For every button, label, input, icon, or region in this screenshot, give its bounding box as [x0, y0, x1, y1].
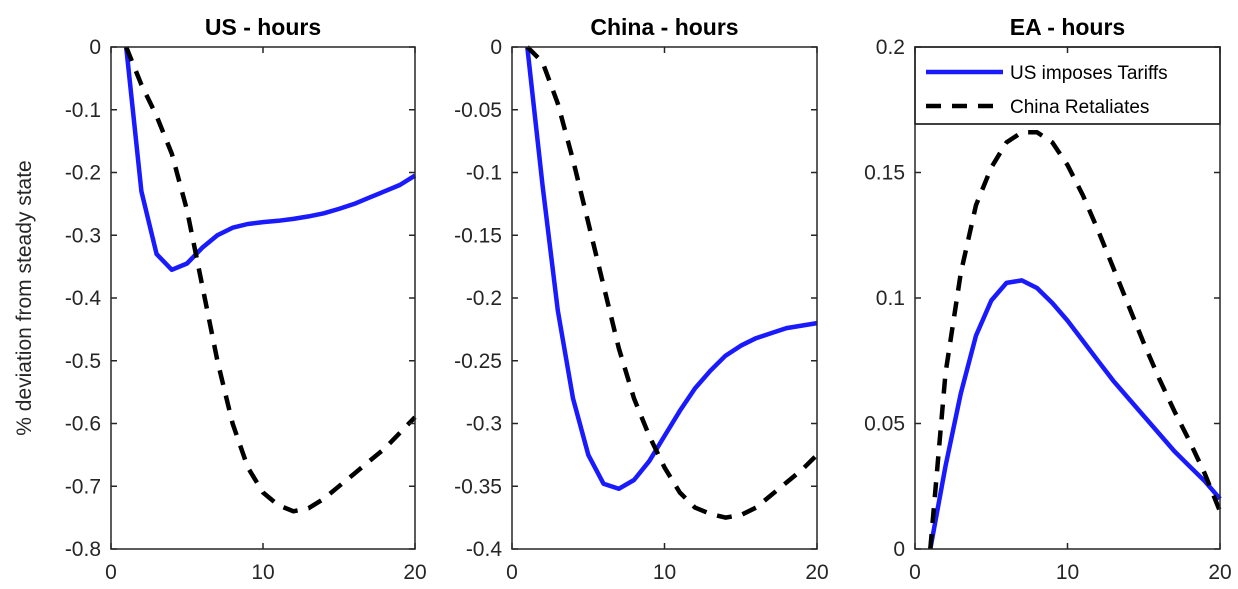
y-tick-label: -0.4	[466, 538, 503, 561]
y-tick-label: -0.05	[454, 99, 502, 122]
y-tick-label: 0.05	[864, 413, 905, 436]
x-tick-label: 20	[1208, 561, 1231, 584]
y-tick-label: -0.3	[466, 413, 502, 436]
y-tick-label: -0.25	[454, 350, 502, 373]
series-line-china-retaliates	[124, 46, 417, 514]
legend-entry-2: China Retaliates	[1010, 97, 1149, 118]
y-tick-label: -0.2	[466, 287, 502, 310]
chart-panel-3: EA - hours US imposes Tariffs China Retali…	[864, 14, 1232, 584]
y-tick-label: -0.3	[65, 224, 101, 247]
series-line-us-imposes-tariffs	[525, 46, 818, 492]
y-tick-label: 0	[89, 36, 101, 59]
x-tick-label: 20	[403, 561, 426, 584]
series-line-us-imposes-tariffs	[928, 278, 1222, 550]
y-tick-label: 0.1	[876, 287, 905, 310]
series-line-china-retaliates	[928, 130, 1223, 550]
y-tick-label: -0.4	[65, 287, 102, 310]
chart-title: US - hours	[205, 14, 321, 40]
x-tick-label: 10	[653, 561, 676, 584]
x-tick-label: 0	[909, 561, 921, 584]
x-tick-label: 0	[506, 561, 518, 584]
y-tick-label: -0.1	[466, 162, 502, 185]
chart-panel-2: China - hours 0 -0.05 -0.1 -0.15 -0.2 -0.25 -0.…	[454, 14, 829, 584]
legend-entry-1: US imposes Tariffs	[1010, 63, 1168, 84]
legend: US imposes Tariffs China Retaliates	[914, 46, 1221, 125]
chart-title: China - hours	[590, 14, 738, 40]
y-tick-label: -0.1	[65, 99, 101, 122]
series-line-china-retaliates	[525, 45, 819, 520]
y-tick-label: -0.2	[65, 162, 101, 185]
y-tick-label: 0.15	[864, 162, 905, 185]
y-tick-label: 0	[490, 36, 502, 59]
y-tick-label: -0.35	[454, 475, 502, 498]
axes-box	[110, 46, 416, 550]
x-tick-label: 20	[805, 561, 828, 584]
chart-title: EA - hours	[1010, 14, 1125, 40]
y-tick-label: -0.8	[65, 538, 101, 561]
y-tick-label: -0.15	[454, 224, 502, 247]
chart-panel-1: US - hours % deviation from steady state 0…	[13, 14, 427, 584]
y-tick-label: -0.6	[65, 413, 101, 436]
y-tick-label: 0	[893, 538, 905, 561]
x-tick-label: 0	[105, 561, 117, 584]
y-tick-label: 0.2	[876, 36, 905, 59]
x-tick-label: 10	[1056, 561, 1079, 584]
x-tick-label: 10	[251, 561, 274, 584]
y-tick-label: -0.7	[65, 475, 101, 498]
y-tick-label: -0.5	[65, 350, 101, 373]
y-axis-label: % deviation from steady state	[13, 160, 36, 435]
series-line-us-imposes-tariffs	[123, 46, 417, 273]
legend-box	[914, 46, 1221, 125]
